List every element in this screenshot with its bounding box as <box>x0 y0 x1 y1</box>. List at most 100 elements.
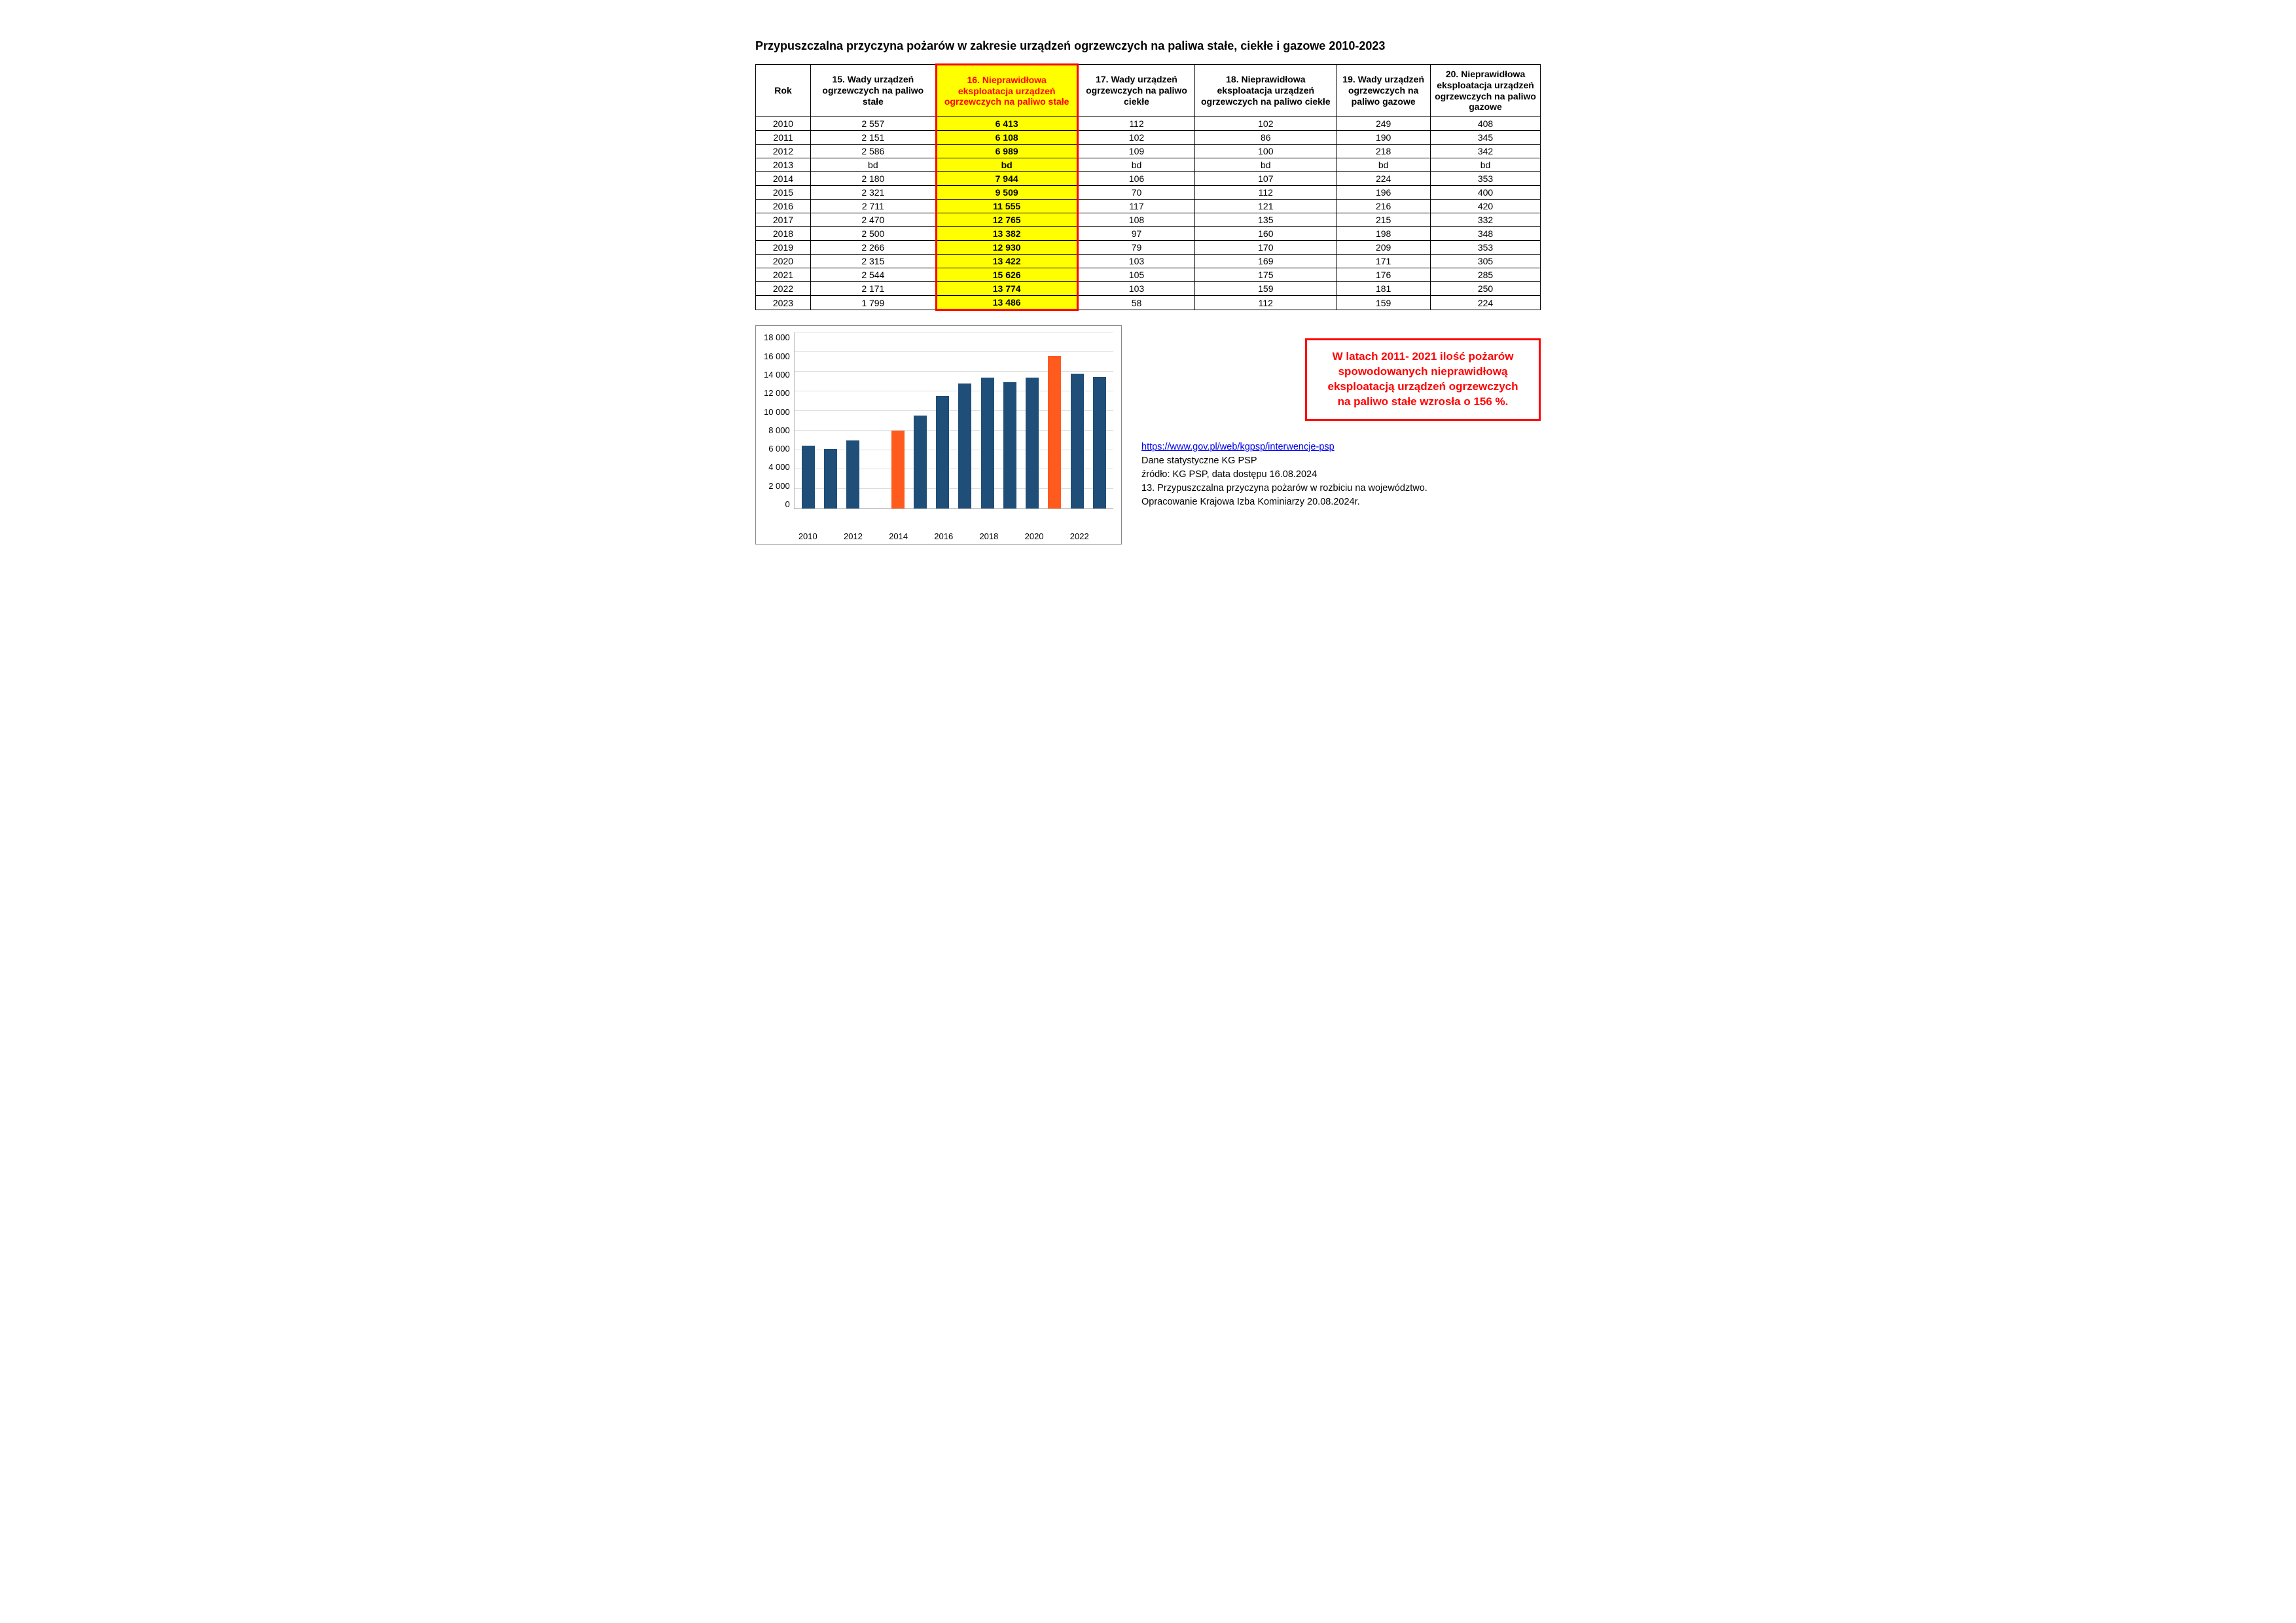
table-cell: 11 555 <box>936 200 1077 213</box>
chart-bar <box>1093 377 1106 509</box>
chart-bar <box>824 449 837 508</box>
table-cell: 2 557 <box>810 117 936 131</box>
page-title: Przypuszczalna przyczyna pożarów w zakre… <box>755 39 1541 53</box>
table-cell: 169 <box>1195 255 1336 268</box>
table-cell: bd <box>1431 158 1541 172</box>
source-link[interactable]: https://www.gov.pl/web/kgpsp/interwencje… <box>1141 442 1335 452</box>
table-cell: 2 711 <box>810 200 936 213</box>
table-header: 20. Nieprawidłowa eksploatacja urządzeń … <box>1431 65 1541 117</box>
chart-gridline <box>795 351 1113 352</box>
table-cell: 2 171 <box>810 282 936 296</box>
table-cell: 12 930 <box>936 241 1077 255</box>
x-tick-label: 2012 <box>842 531 865 541</box>
table-row: 20162 71111 555117121216420 <box>756 200 1541 213</box>
chart-bar <box>981 378 994 508</box>
table-cell: 6 413 <box>936 117 1077 131</box>
x-tick-label <box>955 531 978 541</box>
table-cell: 209 <box>1336 241 1431 255</box>
table-cell: 102 <box>1077 131 1195 145</box>
y-tick-label: 18 000 <box>764 332 790 342</box>
table-cell: bd <box>936 158 1077 172</box>
table-cell: 408 <box>1431 117 1541 131</box>
table-cell: 13 774 <box>936 282 1077 296</box>
chart-bar <box>846 440 859 508</box>
table-row: 20192 26612 93079170209353 <box>756 241 1541 255</box>
table-cell: 2 470 <box>810 213 936 227</box>
table-cell: 160 <box>1195 227 1336 241</box>
chart-bar <box>1071 374 1084 508</box>
table-cell: 176 <box>1336 268 1431 282</box>
bar-chart: 18 00016 00014 00012 00010 0008 0006 000… <box>755 325 1122 544</box>
table-cell: 6 108 <box>936 131 1077 145</box>
table-cell: 13 486 <box>936 296 1077 310</box>
table-cell: 420 <box>1431 200 1541 213</box>
y-tick-label: 12 000 <box>764 388 790 398</box>
table-cell: 250 <box>1431 282 1541 296</box>
table-cell: 2017 <box>756 213 811 227</box>
source-line: Opracowanie Krajowa Izba Kominiarzy 20.0… <box>1141 497 1360 507</box>
x-tick-label <box>1000 531 1023 541</box>
table-cell: 170 <box>1195 241 1336 255</box>
table-cell: 215 <box>1336 213 1431 227</box>
table-cell: 2020 <box>756 255 811 268</box>
table-cell: 224 <box>1336 172 1431 186</box>
table-cell: 2 500 <box>810 227 936 241</box>
chart-y-axis: 18 00016 00014 00012 00010 0008 0006 000… <box>764 332 794 509</box>
table-cell: 2014 <box>756 172 811 186</box>
table-cell: 2018 <box>756 227 811 241</box>
table-cell: 2022 <box>756 282 811 296</box>
chart-plot-area <box>794 332 1113 509</box>
table-cell: 79 <box>1077 241 1195 255</box>
table-cell: 102 <box>1195 117 1336 131</box>
table-cell: 218 <box>1336 145 1431 158</box>
chart-bar <box>1026 378 1039 509</box>
table-cell: 249 <box>1336 117 1431 131</box>
table-cell: 70 <box>1077 186 1195 200</box>
fire-causes-table: Rok15. Wady urządzeń ogrzewczych na pali… <box>755 63 1541 311</box>
x-tick-label: 2018 <box>978 531 1001 541</box>
source-line: Dane statystyczne KG PSP <box>1141 455 1257 466</box>
chart-bar <box>914 416 927 508</box>
table-cell: 2023 <box>756 296 811 310</box>
chart-gridline <box>795 488 1113 489</box>
table-header: Rok <box>756 65 811 117</box>
table-cell: 100 <box>1195 145 1336 158</box>
table-cell: 97 <box>1077 227 1195 241</box>
table-cell: 2 321 <box>810 186 936 200</box>
table-cell: 2021 <box>756 268 811 282</box>
table-cell: 103 <box>1077 282 1195 296</box>
table-cell: 7 944 <box>936 172 1077 186</box>
table-cell: 135 <box>1195 213 1336 227</box>
table-cell: 196 <box>1336 186 1431 200</box>
x-tick-label: 2014 <box>887 531 910 541</box>
table-cell: 2 151 <box>810 131 936 145</box>
y-tick-label: 4 000 <box>764 462 790 472</box>
table-cell: 112 <box>1195 186 1336 200</box>
x-tick-label <box>910 531 933 541</box>
table-row: 20182 50013 38297160198348 <box>756 227 1541 241</box>
y-tick-label: 16 000 <box>764 351 790 361</box>
y-tick-label: 10 000 <box>764 407 790 417</box>
table-cell: 106 <box>1077 172 1195 186</box>
x-tick-label <box>819 531 842 541</box>
table-cell: bd <box>1077 158 1195 172</box>
chart-bar <box>958 383 971 508</box>
table-cell: 2 180 <box>810 172 936 186</box>
table-cell: 175 <box>1195 268 1336 282</box>
x-tick-label: 2016 <box>932 531 955 541</box>
chart-gridline <box>795 430 1113 431</box>
table-cell: 2 544 <box>810 268 936 282</box>
table-row: 20222 17113 774103159181250 <box>756 282 1541 296</box>
table-row: 20102 5576 413112102249408 <box>756 117 1541 131</box>
source-line: źródło: KG PSP, data dostępu 16.08.2024 <box>1141 469 1317 480</box>
x-tick-label <box>1091 531 1114 541</box>
table-row: 20212 54415 626105175176285 <box>756 268 1541 282</box>
table-cell: 345 <box>1431 131 1541 145</box>
table-cell: bd <box>1336 158 1431 172</box>
source-line: 13. Przypuszczalna przyczyna pożarów w r… <box>1141 483 1427 493</box>
x-tick-label: 2020 <box>1023 531 1046 541</box>
callout-line: W latach 2011- 2021 ilość pożarów <box>1333 350 1514 363</box>
table-row: 20152 3219 50970112196400 <box>756 186 1541 200</box>
table-cell: 13 382 <box>936 227 1077 241</box>
y-tick-label: 6 000 <box>764 444 790 454</box>
